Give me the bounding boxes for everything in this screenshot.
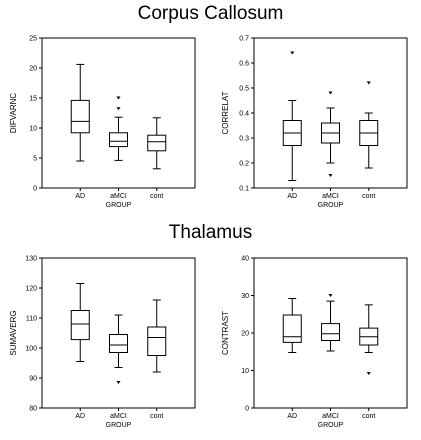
y-tick-label: 30 <box>241 293 249 300</box>
y-tick-label: 15 <box>29 96 37 103</box>
section-title-thalamus: Thalamus <box>168 222 253 243</box>
x-axis-label: GROUP <box>318 202 344 209</box>
y-tick-label: 25 <box>29 36 37 43</box>
box-iqr <box>147 326 167 356</box>
outlier-marker <box>290 51 295 55</box>
boxplot-difvarnc: 0 5 10 15 20 25 DIFVARNC AD aMCI cont GROUP <box>9 36 196 209</box>
box-cont <box>147 299 167 373</box>
x-tick-label: AD <box>287 413 297 420</box>
x-tick-label: AD <box>75 413 85 420</box>
x-tick-label: aMCI <box>322 193 339 200</box>
x-axis-label: GROUP <box>106 422 132 429</box>
y-tick-label: 0.2 <box>239 161 249 168</box>
y-tick-label: 0 <box>245 406 249 413</box>
box-ad <box>282 298 302 353</box>
outlier-marker <box>328 91 333 95</box>
y-axis-label: DIFVARNC <box>9 93 18 134</box>
y-tick-label: 0.6 <box>239 61 249 68</box>
boxplot-contrast: 0 10 20 30 40 CONTRAST AD aMCI cont GROUP <box>221 256 408 429</box>
box-amci <box>321 294 340 352</box>
box-iqr <box>321 323 340 341</box>
box-iqr <box>147 134 167 152</box>
x-tick-label: aMCI <box>110 413 127 420</box>
y-axis-label: CORRELAT <box>221 91 230 134</box>
y-tick-label: 10 <box>241 368 249 375</box>
y-tick-label: 80 <box>29 406 37 413</box>
box-cont <box>359 304 379 375</box>
box-amci <box>321 91 340 177</box>
y-tick-label: 40 <box>241 256 249 263</box>
box-cont <box>359 81 379 169</box>
box-amci <box>109 96 128 161</box>
box-iqr <box>109 132 128 148</box>
box-amci <box>109 314 128 384</box>
plot-frame <box>41 37 196 189</box>
y-tick-label: 130 <box>25 256 37 263</box>
y-tick-label: 10 <box>29 126 37 133</box>
box-ad <box>70 283 90 362</box>
y-tick-label: 20 <box>29 66 37 73</box>
y-tick-label: 120 <box>25 286 37 293</box>
x-tick-label: cont <box>362 413 375 420</box>
x-axis-label: GROUP <box>106 202 132 209</box>
outlier-marker <box>366 81 371 85</box>
y-tick-label: 0.4 <box>239 111 249 118</box>
y-tick-label: 0.7 <box>239 36 249 43</box>
y-tick-label: 20 <box>241 331 249 338</box>
y-tick-label: 110 <box>26 316 37 323</box>
y-tick-label: 0 <box>33 186 37 193</box>
x-tick-label: cont <box>362 193 375 200</box>
y-tick-label: 0.5 <box>239 86 249 93</box>
outlier-marker <box>116 96 121 100</box>
x-axis-label: GROUP <box>318 422 344 429</box>
y-axis-label: SUMAVERG <box>9 310 18 355</box>
y-axis-label: CONTRAST <box>221 311 230 355</box>
x-tick-label: AD <box>287 193 297 200</box>
x-tick-label: aMCI <box>110 193 127 200</box>
box-iqr <box>282 314 302 343</box>
y-tick-label: 5 <box>33 156 37 163</box>
x-tick-label: cont <box>150 193 163 200</box>
y-tick-label: 100 <box>25 346 37 353</box>
y-tick-label: 0.1 <box>239 186 249 193</box>
boxplot-sumaverg: 80 90 100 110 120 130 SUMAVERG AD aMCI cont GROUP <box>9 256 196 429</box>
x-tick-label: AD <box>75 193 85 200</box>
box-iqr <box>70 310 90 341</box>
y-tick-label: 0.3 <box>239 136 249 143</box>
box-cont <box>147 117 167 170</box>
boxplot-correlat: 0.1 0.2 0.3 0.4 0.5 0.6 0.7 CORRELAT AD aMCI cont G… <box>221 36 408 209</box>
section-title-corpus-callosum: Corpus Callosum <box>137 3 284 24</box>
x-tick-label: aMCI <box>322 413 339 420</box>
x-tick-label: cont <box>150 413 163 420</box>
outlier-marker <box>328 294 333 297</box>
y-tick-label: 90 <box>29 376 37 383</box>
box-iqr <box>109 334 128 353</box>
outlier-marker <box>366 372 371 375</box>
outlier-marker <box>116 107 121 111</box>
outlier-marker <box>328 174 333 177</box>
box-ad <box>70 63 90 162</box>
box-iqr <box>70 99 90 134</box>
box-ad <box>282 51 302 181</box>
outlier-marker <box>116 381 121 384</box>
